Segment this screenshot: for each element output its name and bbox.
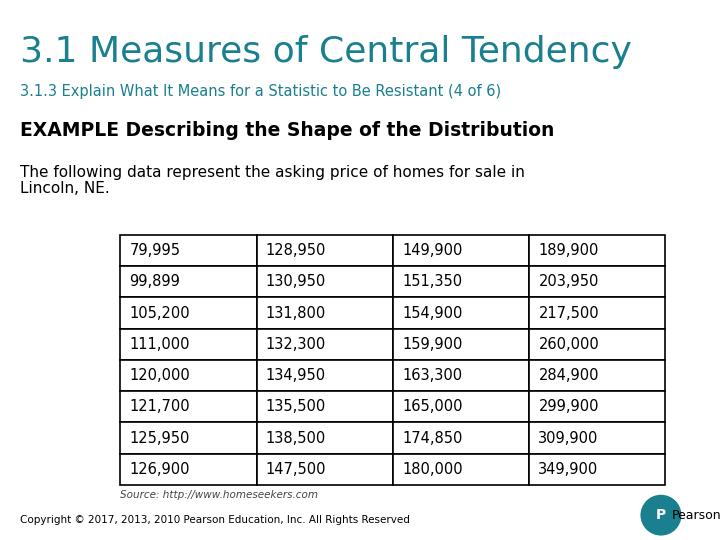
Text: The following data represent the asking price of homes for sale in: The following data represent the asking … — [20, 165, 525, 180]
Bar — [256, 266, 393, 298]
Text: Lincoln, NE.: Lincoln, NE. — [20, 181, 110, 196]
Bar — [393, 391, 529, 422]
Bar — [529, 454, 665, 485]
Bar — [120, 266, 256, 298]
Text: 3.1.3 Explain What It Means for a Statistic to Be Resistant (4 of 6): 3.1.3 Explain What It Means for a Statis… — [20, 84, 501, 99]
Text: 134,950: 134,950 — [266, 368, 326, 383]
Bar — [120, 454, 256, 485]
Text: 131,800: 131,800 — [266, 306, 326, 321]
Text: 147,500: 147,500 — [266, 462, 326, 477]
Text: 130,950: 130,950 — [266, 274, 326, 289]
Text: 135,500: 135,500 — [266, 399, 326, 414]
Text: 203,950: 203,950 — [539, 274, 599, 289]
Text: 299,900: 299,900 — [539, 399, 599, 414]
Text: 154,900: 154,900 — [402, 306, 462, 321]
Text: 165,000: 165,000 — [402, 399, 463, 414]
Text: 3.1 Measures of Central Tendency: 3.1 Measures of Central Tendency — [20, 35, 632, 69]
Bar — [529, 235, 665, 266]
Bar — [529, 298, 665, 329]
Text: 189,900: 189,900 — [539, 243, 599, 258]
Text: P: P — [656, 508, 666, 522]
Text: 132,300: 132,300 — [266, 337, 326, 352]
Text: 79,995: 79,995 — [130, 243, 181, 258]
Bar — [529, 329, 665, 360]
Bar — [256, 391, 393, 422]
Text: 111,000: 111,000 — [130, 337, 190, 352]
Text: 284,900: 284,900 — [539, 368, 599, 383]
Bar — [529, 391, 665, 422]
Bar — [120, 235, 256, 266]
Text: EXAMPLE Describing the Shape of the Distribution: EXAMPLE Describing the Shape of the Dist… — [20, 122, 554, 140]
Bar — [120, 391, 256, 422]
Bar — [120, 298, 256, 329]
Bar — [393, 422, 529, 454]
Text: 159,900: 159,900 — [402, 337, 462, 352]
Text: 260,000: 260,000 — [539, 337, 599, 352]
Text: 180,000: 180,000 — [402, 462, 463, 477]
Bar — [393, 235, 529, 266]
Text: 138,500: 138,500 — [266, 430, 326, 445]
Bar — [529, 360, 665, 391]
Bar — [393, 298, 529, 329]
Bar — [256, 298, 393, 329]
Text: 99,899: 99,899 — [130, 274, 181, 289]
Text: 128,950: 128,950 — [266, 243, 326, 258]
Bar — [256, 329, 393, 360]
Text: Source: http://www.homeseekers.com: Source: http://www.homeseekers.com — [120, 490, 318, 500]
Ellipse shape — [642, 496, 681, 535]
Text: 151,350: 151,350 — [402, 274, 462, 289]
Bar — [120, 422, 256, 454]
Bar — [256, 422, 393, 454]
Bar — [393, 329, 529, 360]
Text: 174,850: 174,850 — [402, 430, 462, 445]
Bar — [393, 454, 529, 485]
Text: 121,700: 121,700 — [130, 399, 190, 414]
Text: 217,500: 217,500 — [539, 306, 599, 321]
Bar — [393, 266, 529, 298]
Text: 149,900: 149,900 — [402, 243, 462, 258]
Text: 120,000: 120,000 — [130, 368, 190, 383]
Bar — [256, 235, 393, 266]
Bar — [256, 454, 393, 485]
Bar — [393, 360, 529, 391]
Bar — [256, 360, 393, 391]
Text: Pearson: Pearson — [672, 509, 720, 522]
Text: 163,300: 163,300 — [402, 368, 462, 383]
Text: 125,950: 125,950 — [130, 430, 190, 445]
Bar — [120, 329, 256, 360]
Text: 309,900: 309,900 — [539, 430, 599, 445]
Text: 105,200: 105,200 — [130, 306, 190, 321]
Text: 126,900: 126,900 — [130, 462, 190, 477]
Bar — [529, 266, 665, 298]
Text: Copyright © 2017, 2013, 2010 Pearson Education, Inc. All Rights Reserved: Copyright © 2017, 2013, 2010 Pearson Edu… — [20, 515, 410, 525]
Text: 349,900: 349,900 — [539, 462, 598, 477]
Bar — [120, 360, 256, 391]
Bar — [529, 422, 665, 454]
